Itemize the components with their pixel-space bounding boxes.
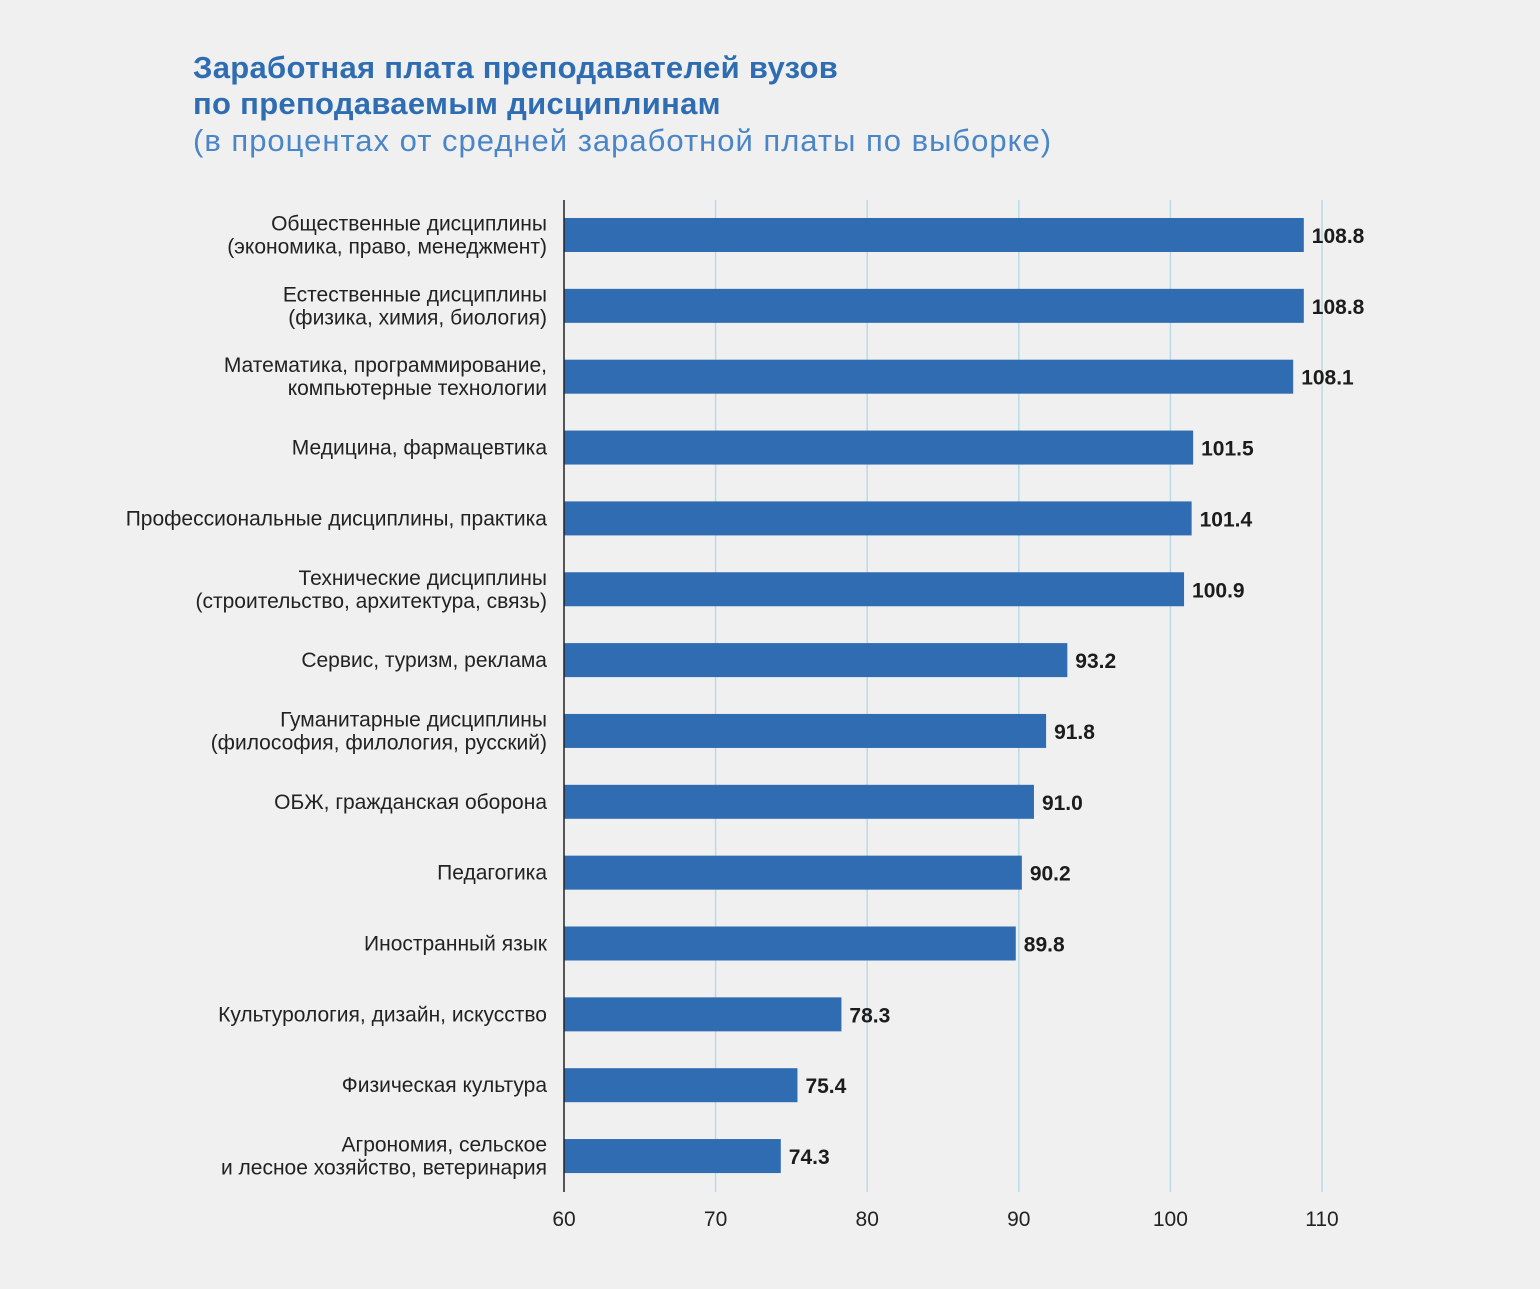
value-label-3: 101.5 [1201, 438, 1254, 461]
category-label-13-line-1: и лесное хозяйство, ветеринария [221, 1157, 547, 1180]
category-label-4: Профессиональные дисциплины, практика [126, 507, 548, 530]
category-label-0-line-1: (экономика, право, менеджмент) [227, 236, 547, 259]
x-tick-label-110: 110 [1305, 1208, 1338, 1231]
category-label-5: Технические дисциплины (строительство, ар… [196, 567, 547, 613]
category-label-1: Естественные дисциплины (физика, химия, б… [283, 283, 547, 329]
category-label-2: Математика, программирование, компьютерны… [224, 354, 547, 400]
grid-lines [714, 200, 1323, 1192]
category-label-10-line-0: Иностранный язык [364, 933, 548, 956]
category-label-13: Агрономия, сельское и лесное хозяйство, в… [221, 1134, 547, 1180]
bar-2 [564, 359, 1294, 394]
value-label-7: 91.8 [1054, 721, 1095, 744]
chart-title-line-1: Заработная плата преподавателей вузов [193, 50, 839, 85]
category-label-2-line-1: компьютерные технологии [288, 377, 547, 400]
bar-7 [564, 713, 1047, 748]
bar-8 [564, 784, 1034, 819]
category-label-11: Культурология, дизайн, искусство [218, 1003, 547, 1026]
category-label-6-line-0: Сервис, туризм, реклама [301, 649, 547, 672]
bar-13 [564, 1139, 781, 1174]
bar-1 [564, 288, 1304, 323]
category-label-3: Медицина, фармацевтика [292, 437, 548, 460]
category-label-2-line-0: Математика, программирование, [224, 354, 547, 377]
value-label-8: 91.0 [1042, 792, 1083, 815]
category-label-3-line-0: Медицина, фармацевтика [292, 437, 548, 460]
bar-4 [564, 501, 1192, 536]
value-label-10: 89.8 [1024, 934, 1065, 957]
category-label-13-line-0: Агрономия, сельское [342, 1134, 547, 1157]
bar-5 [564, 572, 1185, 607]
value-label-12: 75.4 [805, 1075, 846, 1098]
bar-6 [564, 643, 1068, 678]
category-labels: Общественные дисциплины (экономика, право… [126, 213, 548, 1180]
category-label-7-line-1: (философия, филология, русский) [211, 731, 547, 754]
bars [564, 218, 1304, 1174]
category-label-0-line-0: Общественные дисциплины [271, 213, 547, 236]
category-label-8-line-0: ОБЖ, гражданская оборона [274, 791, 547, 814]
bar-11 [564, 997, 842, 1032]
value-label-2: 108.1 [1301, 367, 1354, 390]
category-label-5-line-1: (строительство, архитектура, связь) [196, 590, 547, 613]
category-label-6: Сервис, туризм, реклама [301, 649, 547, 672]
value-label-1: 108.8 [1312, 296, 1365, 319]
value-label-5: 100.9 [1192, 579, 1245, 602]
x-axis-ticks: 60 70 80 90 100 110 [552, 1208, 1338, 1231]
category-label-9-line-0: Педагогика [437, 862, 547, 885]
category-label-12-line-0: Физическая культура [342, 1074, 548, 1097]
category-label-7-line-0: Гуманитарные дисциплины [280, 708, 547, 731]
x-tick-label-60: 60 [552, 1208, 575, 1231]
value-label-11: 78.3 [849, 1004, 890, 1027]
category-label-12: Физическая культура [342, 1074, 548, 1097]
value-label-13: 74.3 [789, 1146, 830, 1169]
x-tick-label-80: 80 [856, 1208, 879, 1231]
bar-12 [564, 1068, 798, 1103]
category-label-11-line-0: Культурология, дизайн, искусство [218, 1003, 547, 1026]
chart-title-line-2: по преподаваемым дисциплинам [193, 86, 721, 121]
category-label-0: Общественные дисциплины (экономика, право… [227, 213, 547, 259]
category-label-9: Педагогика [437, 862, 547, 885]
value-labels: 108.8 108.8 108.1 101.5 101.4 100.9 93.2 91.8 91… [789, 225, 1365, 1169]
value-label-9: 90.2 [1030, 863, 1071, 886]
category-label-4-line-0: Профессиональные дисциплины, практика [126, 507, 548, 530]
value-label-4: 101.4 [1200, 508, 1253, 531]
category-label-7: Гуманитарные дисциплины (философия, филол… [211, 708, 547, 754]
value-label-0: 108.8 [1312, 225, 1365, 248]
chart-subtitle: (в процентах от средней заработной платы… [193, 123, 1053, 158]
bar-0 [564, 218, 1304, 252]
category-label-1-line-1: (физика, химия, биология) [288, 306, 547, 329]
category-label-1-line-0: Естественные дисциплины [283, 283, 547, 306]
bar-10 [564, 926, 1016, 961]
bar-9 [564, 855, 1022, 890]
x-tick-label-100: 100 [1153, 1208, 1188, 1231]
x-tick-label-90: 90 [1007, 1208, 1030, 1231]
category-label-5-line-0: Технические дисциплины [298, 567, 547, 590]
bar-3 [564, 430, 1194, 465]
chart-header: Заработная плата преподавателей вузов по… [193, 50, 1052, 160]
category-label-8: ОБЖ, гражданская оборона [274, 791, 547, 814]
value-label-6: 93.2 [1075, 650, 1116, 673]
x-tick-label-70: 70 [704, 1208, 727, 1231]
category-label-10: Иностранный язык [364, 933, 548, 956]
